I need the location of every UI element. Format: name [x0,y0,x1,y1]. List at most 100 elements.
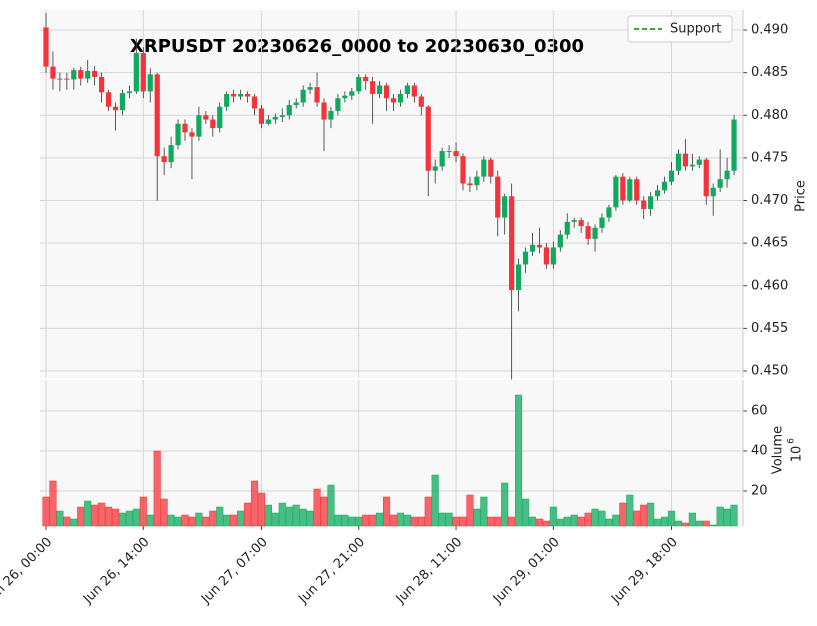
candle-body [390,98,397,103]
candle-body [418,96,424,107]
volume-bar [494,516,502,527]
volume-bar [466,494,474,527]
candle-body [731,119,737,171]
candle-body [265,119,271,124]
volume-bar [271,512,279,527]
candle-body [536,244,543,248]
volume-bar [473,508,481,527]
candle-body [133,53,139,92]
volume-bar [70,518,78,527]
volume-bar [605,518,613,527]
x-tick-label: Jun 29, 18:00 [608,535,681,608]
candle-body [502,196,508,218]
volume-bar [292,504,300,527]
volume-bar [264,504,272,527]
candle-body [363,76,369,82]
volume-bar [508,516,516,527]
candle-body [356,76,362,92]
volume-bar [174,516,182,527]
candle-body [210,119,216,129]
volume-bar [709,524,717,527]
candle-body [43,27,49,67]
volume-bar [49,480,57,527]
volume-bar [146,514,154,527]
volume-bar [598,510,606,527]
volume-bar [584,512,592,527]
volume-bar [341,514,349,527]
volume-bar [563,516,571,527]
candle-body [377,85,383,94]
candle-body [203,115,209,120]
volume-bar [181,514,189,527]
volume-bar [63,516,71,527]
volume-bar [98,502,106,527]
volume-bar [327,484,335,527]
candle-body [599,217,605,228]
candle-body [585,226,591,239]
volume-bar [702,520,710,527]
x-tick-label: Jun 26, 00:00 [0,535,55,608]
candle-body [703,159,709,197]
candle-body [627,179,633,201]
candle-body [675,153,682,171]
candle-body [126,91,132,94]
volume-bar [681,522,689,527]
volume-bar [105,506,113,527]
candle-body [57,78,63,80]
volume-bar [383,496,391,527]
volume-bar [577,516,585,527]
candle-body [293,102,299,106]
y-tick-label: 0.465 [751,236,788,251]
candle-body [105,92,112,107]
volume-bar [591,508,599,527]
candle-body [321,102,327,120]
volume-bar [647,502,655,527]
candle-body [335,98,341,112]
candle-body [439,151,445,167]
volume-bar [528,516,537,527]
candle-body [370,81,376,94]
candle-body [571,220,577,222]
volume-tick-label: 40 [751,444,768,459]
exponent-base: 10 [790,446,805,463]
volume-bar [230,514,238,527]
candle-body [154,74,160,157]
volume-bar [250,480,259,527]
volume-bar [612,514,620,527]
candle-body [147,74,153,92]
legend-label: Support [670,22,721,37]
candle-body [78,70,84,79]
x-tick-label: Jun 26, 14:00 [80,535,153,608]
y-axis-label: Price [794,180,809,212]
candle-body [279,115,285,117]
y-tick-label: 0.455 [751,321,788,336]
candle-body [328,111,334,120]
candle-body [182,123,188,133]
volume-bar [362,514,370,527]
candle-body [300,89,306,103]
candle-body [696,159,702,165]
volume-bar [42,496,50,527]
volume-bar [257,492,265,527]
volume-bar [695,520,703,527]
volume-bar [654,518,662,527]
candle-body [522,251,529,265]
volume-bar [723,508,731,527]
volume-bar [667,510,676,527]
candle-body [488,159,494,177]
volume-bar [153,450,161,527]
candle-body [592,227,598,239]
volume-bar [549,506,557,527]
candle-body [238,93,244,97]
exponent-power: 6 [787,438,797,444]
volume-bar [369,514,377,527]
volume-bar [216,506,224,527]
candle-body [272,116,278,120]
x-tick-label: Jun 28, 11:00 [393,535,466,608]
candle-body [717,179,723,188]
volume-bar [626,494,634,527]
volume-bar [674,520,683,527]
volume-bar [188,516,196,527]
